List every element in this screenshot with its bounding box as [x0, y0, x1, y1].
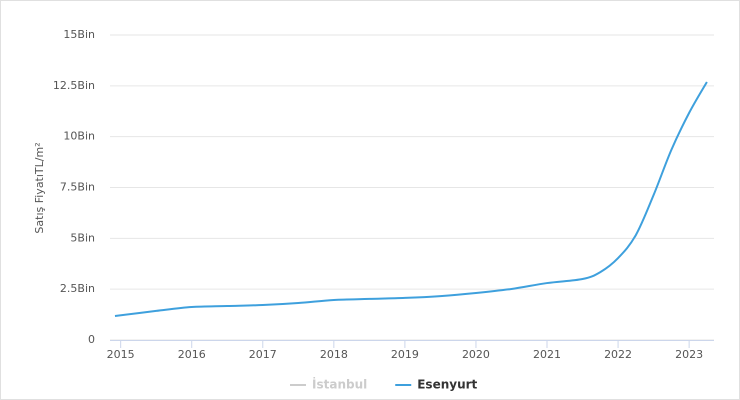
x-tick-label: 2015: [107, 348, 135, 361]
y-axis-label: Satış FiyatıTL/m²: [33, 142, 46, 233]
y-tick-label: 2.5Bin: [60, 282, 95, 295]
y-tick-label: 15Bin: [63, 28, 95, 41]
legend-label: İstanbul: [312, 377, 367, 392]
y-tick-label: 0: [88, 333, 95, 346]
x-tick-label: 2021: [533, 348, 561, 361]
x-tick-label: 2016: [178, 348, 206, 361]
y-tick-label: 7.5Bin: [60, 181, 95, 194]
legend-item[interactable]: Esenyurt: [395, 378, 478, 392]
x-tick-label: 2019: [391, 348, 419, 361]
x-tick-label: 2018: [320, 348, 348, 361]
x-tick-label: 2020: [462, 348, 490, 361]
y-tick-label: 5Bin: [70, 231, 95, 244]
series-line: [114, 81, 708, 317]
x-tick-label: 2022: [604, 348, 632, 361]
x-tick-label: 2017: [249, 348, 277, 361]
legend: İstanbul Esenyurt: [290, 377, 478, 392]
legend-item[interactable]: İstanbul: [290, 377, 367, 392]
y-tick-label: 12.5Bin: [53, 79, 95, 92]
legend-label: Esenyurt: [417, 378, 477, 392]
x-tick-label: 2023: [675, 348, 703, 361]
y-tick-label: 10Bin: [63, 130, 95, 143]
